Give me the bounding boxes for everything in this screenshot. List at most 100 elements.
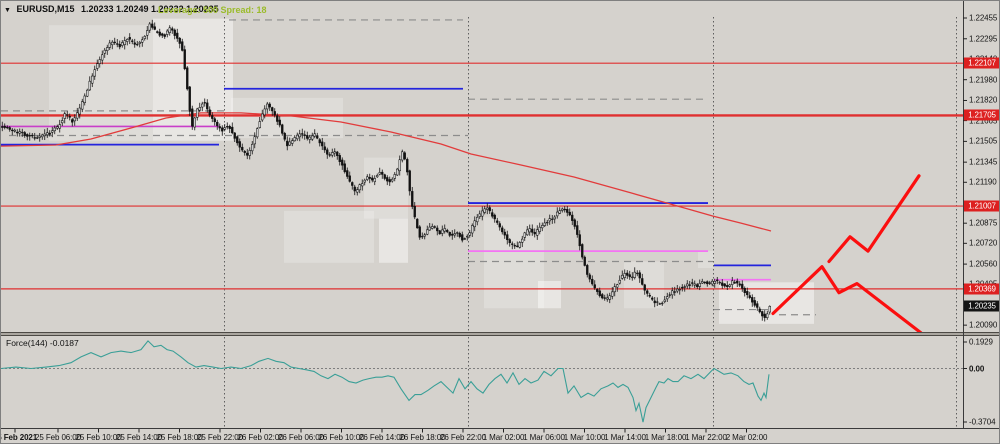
price-tick-label: 1.22455 [969, 13, 998, 23]
candle-body [376, 175, 379, 178]
axis-lines-and-ticks [1, 1, 999, 433]
candle-body [186, 67, 189, 90]
time-label: 25 Feb 2021 [1, 433, 38, 442]
candle-body [161, 33, 164, 36]
candle-body [668, 294, 671, 296]
candle-body [231, 126, 234, 134]
candle-body [691, 282, 694, 284]
price-tick-label: 1.22295 [969, 34, 998, 44]
candle-body [658, 303, 661, 305]
candle-body [551, 218, 554, 221]
candle-body [296, 134, 299, 140]
candle-body [456, 232, 459, 234]
candle-body [496, 220, 499, 223]
candle-body [241, 146, 244, 151]
candle-body [696, 284, 699, 288]
symbol-dropdown-icon[interactable]: ▼ [4, 7, 11, 14]
candle-body [473, 220, 476, 228]
candle-body [553, 216, 556, 220]
candle-body [11, 129, 14, 132]
candle-body [591, 278, 594, 285]
candle-body [308, 136, 311, 140]
candle-body [228, 126, 231, 129]
candle-body [201, 103, 204, 108]
pane-separator[interactable] [1, 332, 1000, 336]
candle-body [233, 132, 236, 139]
forecast-arrows[interactable] [771, 174, 923, 335]
candle-body [433, 226, 436, 228]
candle-body [533, 231, 536, 235]
candle-body [21, 131, 24, 134]
candle-body [616, 284, 619, 288]
day-separator-lines [224, 17, 957, 427]
candle-body [556, 211, 559, 217]
candle-body [128, 37, 131, 40]
candle-body [588, 274, 591, 280]
candle-body [16, 131, 19, 134]
candle-body [8, 127, 11, 130]
candle-body [378, 172, 381, 175]
time-label: 25 Feb 22:00 [197, 433, 243, 442]
candle-body [333, 151, 336, 154]
candle-body [541, 225, 544, 229]
candle-body [633, 271, 636, 278]
candle-body [391, 178, 394, 182]
candle-body [223, 127, 226, 130]
candle-body [98, 59, 101, 64]
candle-body [38, 135, 41, 138]
candle-body [723, 283, 726, 287]
candle-body [141, 39, 144, 43]
indicator-axis-label: -0.3704 [969, 417, 996, 427]
candle-body [513, 245, 516, 247]
candle-body [596, 288, 599, 292]
price-level-label: 1.20369 [964, 283, 999, 295]
candle-body [146, 30, 149, 36]
price-level-label: 1.21705 [964, 109, 999, 121]
candle-body [261, 113, 264, 121]
candle-body [341, 159, 344, 166]
candle-body [153, 26, 156, 30]
candle-body [58, 124, 61, 129]
candle-body [451, 233, 454, 236]
time-label: 25 Feb 18:00 [156, 433, 203, 442]
candle-body [718, 282, 721, 284]
candle-body [1, 126, 4, 128]
candle-body [236, 136, 239, 144]
candle-body [191, 108, 194, 127]
candle-body [351, 182, 354, 186]
candle-body [353, 186, 356, 192]
candle-body [676, 288, 679, 292]
candle-body [666, 296, 669, 300]
candle-body [583, 256, 586, 266]
candle-body [503, 231, 506, 236]
candle-body [26, 134, 29, 137]
candle-body [156, 31, 159, 33]
candle-body [516, 245, 519, 247]
candle-body [388, 179, 391, 183]
time-label: 25 Feb 06:00 [35, 433, 81, 442]
candle-body [566, 209, 569, 213]
candle-body [518, 242, 521, 248]
candle-body [681, 286, 684, 289]
candle-body [193, 117, 196, 128]
candle-body [268, 103, 271, 108]
candle-body [671, 290, 674, 296]
candle-body [678, 288, 681, 291]
candle-body [461, 234, 464, 241]
time-label: 26 Feb 02:00 [237, 433, 284, 442]
candle-body [151, 23, 154, 28]
candle-body [46, 132, 49, 136]
candle-body [291, 140, 294, 144]
candle-body [121, 42, 124, 46]
candle-body [706, 281, 709, 285]
candle-body [703, 281, 706, 284]
candle-body [108, 42, 111, 48]
candle-body [628, 274, 631, 278]
candle-body [136, 43, 139, 46]
candle-body [643, 284, 646, 291]
candles-layer [1, 19, 771, 322]
zone-rect [538, 280, 561, 309]
candle-body [478, 213, 481, 217]
